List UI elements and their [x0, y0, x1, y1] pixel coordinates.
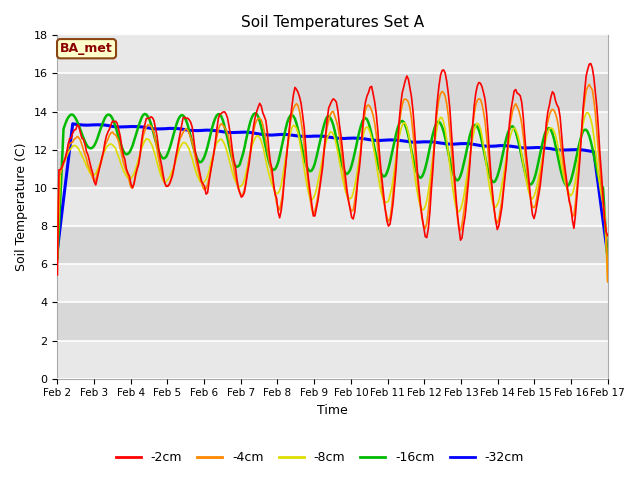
Bar	[58, 150, 607, 188]
Bar	[58, 341, 607, 379]
Text: BA_met: BA_met	[60, 42, 113, 55]
Bar	[58, 73, 607, 112]
Bar	[58, 302, 607, 341]
Bar	[58, 112, 607, 150]
Bar	[58, 36, 607, 73]
Title: Soil Temperatures Set A: Soil Temperatures Set A	[241, 15, 424, 30]
Y-axis label: Soil Temperature (C): Soil Temperature (C)	[15, 143, 28, 271]
Legend: -2cm, -4cm, -8cm, -16cm, -32cm: -2cm, -4cm, -8cm, -16cm, -32cm	[111, 446, 529, 469]
X-axis label: Time: Time	[317, 404, 348, 417]
Bar	[58, 188, 607, 226]
Bar	[58, 226, 607, 264]
Bar	[58, 264, 607, 302]
